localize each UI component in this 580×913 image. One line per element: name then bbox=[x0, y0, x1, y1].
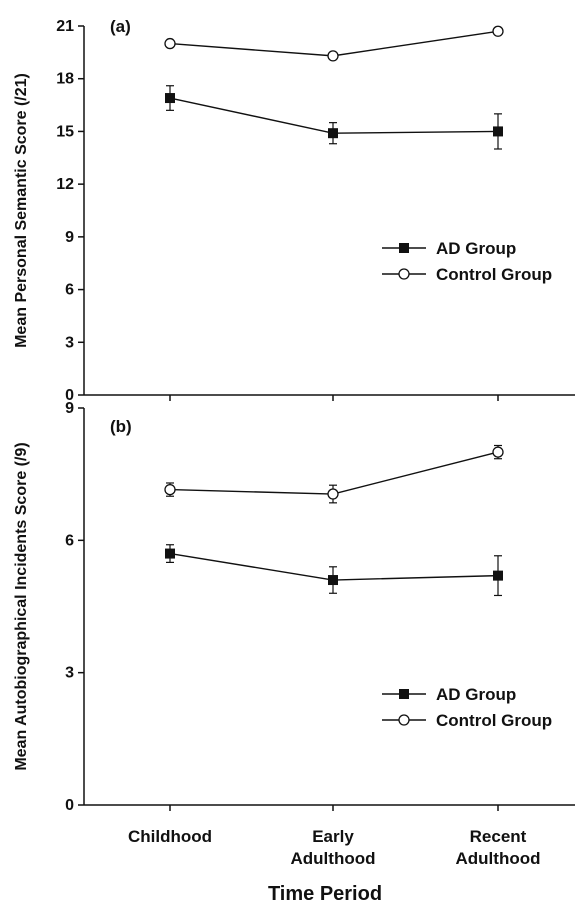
y-axis-label: Mean Autobiographical Incidents Score (/… bbox=[13, 442, 30, 770]
legend-label-control: Control Group bbox=[436, 265, 552, 284]
ad-data-point bbox=[165, 93, 175, 104]
x-category-label: Childhood bbox=[128, 827, 212, 846]
y-tick-label: 9 bbox=[65, 400, 74, 417]
legend-label-ad: AD Group bbox=[436, 239, 516, 258]
y-tick-label: 0 bbox=[65, 387, 74, 404]
legend-marker-ad bbox=[399, 689, 409, 699]
panel-a-personal-semantic: 0 3 6 9 12 15 18 21 Mean Personal Semantic Score… bbox=[13, 17, 575, 404]
legend-label-ad: AD Group bbox=[436, 685, 516, 704]
x-category-label: Adulthood bbox=[291, 849, 376, 868]
y-tick-label: 18 bbox=[56, 71, 74, 88]
panel-label: (a) bbox=[110, 17, 131, 36]
y-tick-label: 6 bbox=[65, 282, 74, 299]
y-tick-label: 12 bbox=[56, 176, 74, 193]
control-data-point bbox=[327, 488, 339, 500]
x-category-labels: Childhood Early Adulthood Recent Adulthood bbox=[128, 827, 541, 868]
x-category-label: Adulthood bbox=[456, 849, 541, 868]
control-series-line bbox=[169, 451, 499, 495]
panel-label: (b) bbox=[110, 417, 132, 436]
ad-series-line bbox=[169, 97, 499, 134]
y-tick-label: 0 bbox=[65, 797, 74, 814]
legend-marker-control bbox=[398, 268, 410, 280]
ad-data-point bbox=[328, 128, 338, 139]
control-data-point bbox=[327, 50, 339, 62]
y-tick-label: 15 bbox=[56, 123, 74, 140]
y-tick-label: 3 bbox=[65, 334, 74, 351]
legend-label-control: Control Group bbox=[436, 711, 552, 730]
x-category-label: Recent bbox=[470, 827, 527, 846]
control-data-point bbox=[164, 483, 176, 496]
ad-data-point bbox=[165, 548, 175, 559]
ad-data-point bbox=[493, 126, 503, 137]
control-data-point bbox=[492, 25, 504, 37]
y-tick-label: 3 bbox=[65, 665, 74, 682]
y-tick-label: 9 bbox=[65, 229, 74, 246]
control-data-point bbox=[492, 446, 504, 458]
control-data-point bbox=[164, 37, 176, 50]
x-category-label: Early bbox=[312, 827, 354, 846]
y-tick-label: 21 bbox=[56, 18, 74, 35]
legend-marker-control bbox=[398, 714, 410, 726]
ad-data-point bbox=[328, 575, 338, 586]
x-axis-title: Time Period bbox=[268, 883, 382, 905]
y-axis-label: Mean Personal Semantic Score (/21) bbox=[13, 73, 30, 348]
y-tick-label: 6 bbox=[65, 532, 74, 549]
panel-b-autobiographical-incidents: 0 3 6 9 Mean Autobiographical Incidents Scor… bbox=[13, 400, 575, 814]
legend-marker-ad bbox=[399, 243, 409, 253]
ad-data-point bbox=[493, 570, 503, 581]
